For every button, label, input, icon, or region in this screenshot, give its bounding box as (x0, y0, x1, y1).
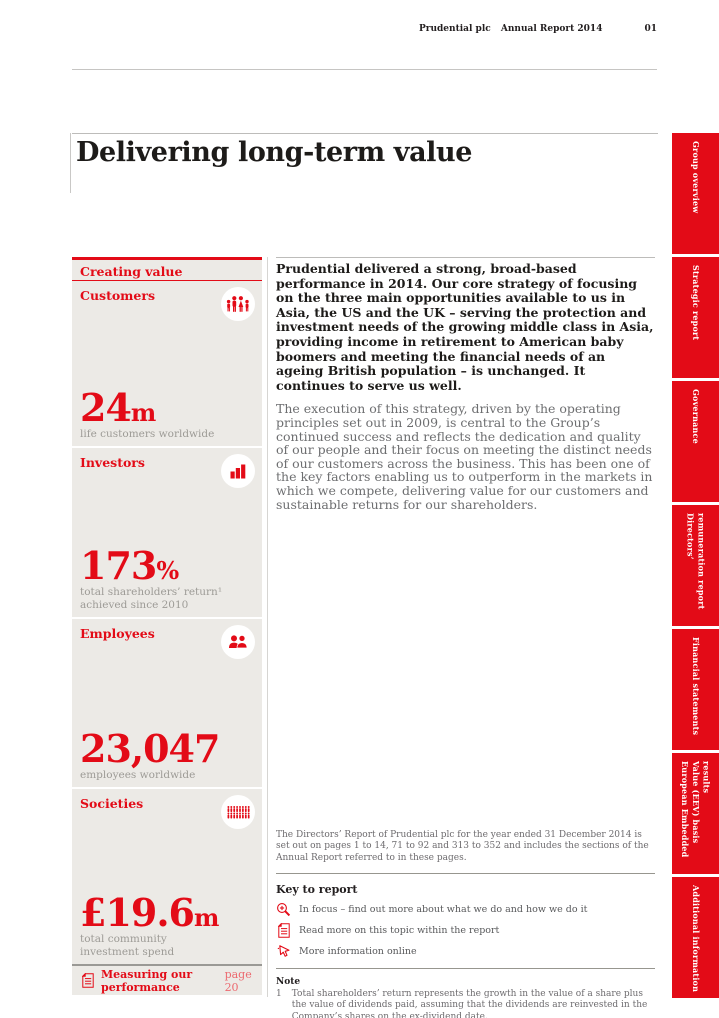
stat-category: Societies (80, 796, 144, 811)
measuring-performance-link[interactable]: Measuring our performance page 20 (72, 966, 262, 995)
panel-heading: Creating value (72, 257, 262, 281)
stat-suffix: m (130, 397, 157, 427)
stat-customers: Customers 24m life customers worldwide (72, 281, 262, 446)
stat-value: 23,047 (80, 729, 254, 767)
people-icon (221, 625, 255, 659)
stat-category: Employees (80, 626, 155, 641)
tab-directors-remuneration-report[interactable]: Directors’ remuneration report (672, 505, 719, 626)
header-brand: Prudential plc Annual Report 2014 (412, 24, 603, 34)
stat-societies: Societies £19.6m total community investm… (72, 789, 262, 964)
stat-number: £19.6 (80, 889, 195, 935)
stat-value: £19.6m (80, 893, 254, 932)
stat-number: 23,047 (80, 725, 220, 771)
header-rule (72, 69, 657, 70)
magnifier-plus-icon (276, 902, 291, 917)
key-to-report-heading: Key to report (276, 882, 358, 896)
stat-caption: employees worldwide (80, 768, 196, 781)
note-heading: Note (276, 976, 301, 987)
section-separator (72, 446, 262, 448)
footnote-text: Total shareholders’ return represents th… (291, 988, 648, 1018)
main-top-rule (276, 257, 655, 258)
stat-suffix: m (194, 902, 220, 932)
intro-paragraph: Prudential delivered a strong, broad-bas… (276, 261, 654, 393)
tab-label: European Embedded Value (EEV) basis resu… (680, 761, 712, 858)
document-icon (80, 973, 95, 988)
tab-additional-information[interactable]: Additional information (672, 877, 719, 998)
tab-eev-basis-results[interactable]: European Embedded Value (EEV) basis resu… (672, 753, 719, 874)
footer-separator (72, 964, 262, 966)
title-left-rule (70, 133, 71, 193)
section-tab-bar: Group overview Strategic report Governan… (672, 133, 719, 998)
key-item-read-more: Read more on this topic within the repor… (276, 922, 655, 938)
tab-label: Governance (690, 389, 701, 444)
tab-strategic-report[interactable]: Strategic report (672, 257, 719, 378)
column-rule (267, 257, 268, 997)
tab-group-overview[interactable]: Group overview (672, 133, 719, 254)
tab-financial-statements[interactable]: Financial statements (672, 629, 719, 750)
stat-number: 173 (80, 542, 157, 588)
report-name: Annual Report 2014 (500, 24, 603, 34)
document-icon (276, 922, 291, 938)
body-paragraph: The execution of this strategy, driven b… (276, 401, 653, 512)
bar-chart-icon (221, 454, 255, 488)
divider (276, 967, 655, 969)
stat-investors: Investors 173% total shareholders’ retur… (72, 448, 262, 617)
family-icon (221, 287, 255, 321)
tab-label: Strategic report (690, 265, 701, 341)
link-label: Measuring our performance (101, 967, 193, 994)
stat-caption: total community investment spend (80, 932, 175, 958)
footnote: 1 Total shareholders’ return represents … (276, 989, 655, 1018)
key-label: Read more on this topic within the repor… (299, 924, 500, 936)
brand-name: Prudential plc (418, 24, 491, 34)
page-number: 01 (644, 24, 657, 34)
key-item-in-focus: In focus – find out more about what we d… (276, 902, 655, 917)
stat-employees: Employees 23,047 employees worldwide (72, 619, 262, 787)
stat-value: 173% (80, 546, 254, 585)
stat-category: Investors (80, 455, 145, 470)
tab-label: Financial statements (690, 637, 701, 736)
main-copy: Prudential delivered a strong, broad-bas… (276, 261, 656, 512)
stat-category: Customers (80, 288, 155, 303)
directors-report-note: The Directors’ Report of Prudential plc … (276, 830, 649, 863)
section-separator (72, 787, 262, 789)
title-rule (72, 133, 658, 134)
divider (276, 872, 655, 874)
page-title: Delivering long-term value (76, 137, 473, 168)
stat-value: 24m (80, 388, 254, 427)
tab-label: Additional information (690, 885, 701, 993)
stat-caption: life customers worldwide (80, 427, 215, 440)
tab-governance[interactable]: Governance (672, 381, 719, 502)
footnote-number: 1 (276, 988, 282, 999)
stat-suffix: % (156, 555, 180, 585)
tab-label: Directors’ remuneration report (685, 513, 707, 610)
link-page-ref: page 20 (224, 967, 252, 994)
creating-value-panel: Creating value Customers 24m life custom… (72, 257, 262, 995)
section-separator (72, 617, 262, 619)
stat-number: 24 (80, 384, 132, 430)
running-header: Prudential plc Annual Report 2014 01 (72, 24, 657, 34)
crowd-icon (221, 795, 255, 829)
key-label: More information online (299, 945, 417, 957)
stat-caption: total shareholders’ return¹ achieved sin… (80, 585, 223, 611)
key-label: In focus – find out more about what we d… (299, 903, 588, 915)
tab-label: Group overview (690, 141, 701, 214)
cursor-icon (276, 944, 291, 959)
main-lower-block: The Directors’ Report of Prudential plc … (276, 830, 655, 1018)
key-item-online: More information online (276, 944, 655, 959)
